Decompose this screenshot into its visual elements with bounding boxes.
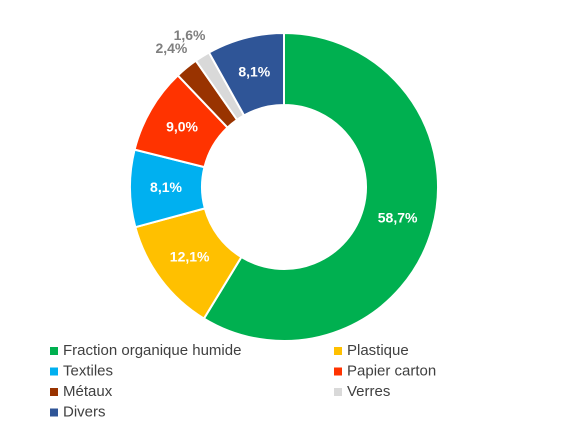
data-label: 58,7% — [378, 210, 418, 226]
legend-label: Verres — [347, 383, 390, 400]
legend-marker — [334, 388, 342, 396]
legend-marker — [334, 367, 342, 376]
legend-marker — [50, 367, 58, 376]
legend-label: Plastique — [347, 342, 409, 359]
data-label: 9,0% — [166, 118, 198, 134]
legend-label: Métaux — [63, 383, 113, 400]
legend-marker — [334, 347, 342, 355]
legend-label: Divers — [63, 403, 106, 420]
donut-slice — [202, 31, 439, 342]
legend-marker — [50, 388, 58, 396]
data-label: 1,6% — [174, 27, 206, 43]
data-label: 2,4% — [155, 40, 187, 56]
legend-marker — [50, 408, 58, 417]
legend-marker — [50, 347, 58, 355]
donut-slice — [207, 31, 285, 117]
data-label: 12,1% — [170, 249, 210, 265]
legend-label: Fraction organique humide — [63, 342, 241, 359]
data-label: 8,1% — [238, 64, 270, 80]
data-label: 8,1% — [150, 179, 182, 195]
legend-label: Textiles — [63, 362, 113, 379]
legend-label: Papier carton — [347, 362, 436, 379]
